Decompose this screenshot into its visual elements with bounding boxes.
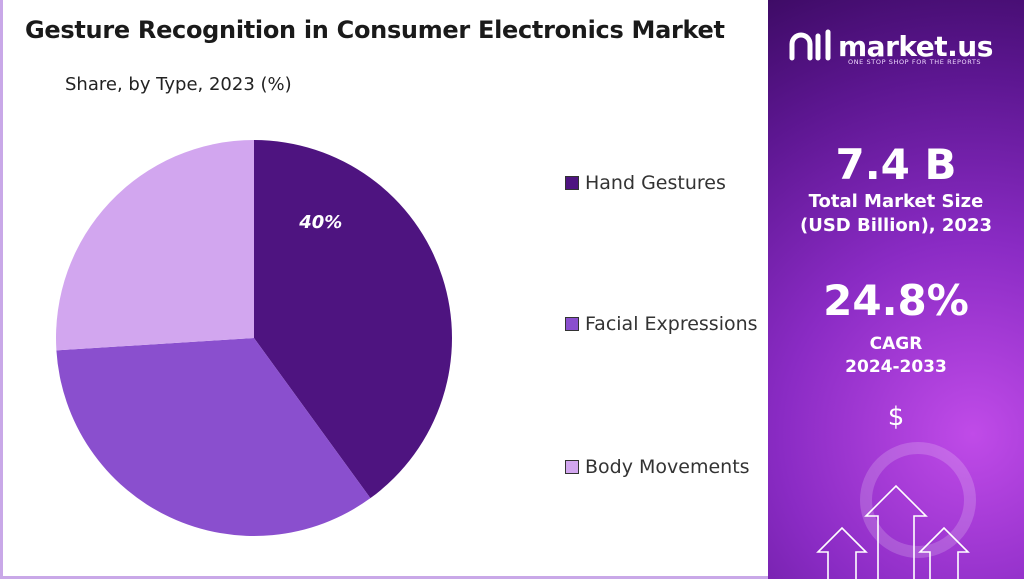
stats-sidebar: market.us ONE STOP SHOP FOR THE REPORTS …	[768, 0, 1024, 579]
legend-item-body-movements: Body Movements	[565, 456, 750, 478]
pie-chart: 40%	[55, 140, 452, 536]
legend-swatch	[565, 176, 579, 190]
market-size-label-line1: Total Market Size	[808, 191, 984, 212]
pie-slice-body-movements	[55, 140, 254, 351]
legend-item-facial-expressions: Facial Expressions	[565, 313, 758, 335]
brand-logo: market.us	[788, 28, 993, 64]
legend-label: Hand Gestures	[585, 172, 726, 194]
up-arrow-icon	[864, 484, 928, 579]
market-us-logo-icon	[789, 29, 831, 61]
background-decoration	[816, 442, 976, 579]
chart-panel: Gesture Recognition in Consumer Electron…	[0, 0, 768, 579]
up-arrow-icon	[918, 526, 970, 579]
brand-tagline: ONE STOP SHOP FOR THE REPORTS	[848, 58, 982, 66]
chart-subtitle: Share, by Type, 2023 (%)	[65, 74, 292, 95]
chart-title: Gesture Recognition in Consumer Electron…	[25, 16, 725, 44]
pie-data-label: 40%	[298, 212, 342, 233]
legend-item-hand-gestures: Hand Gestures	[565, 172, 726, 194]
legend-swatch	[565, 317, 579, 331]
cagr-label: CAGR	[869, 334, 923, 354]
pie-slice-hand-gestures	[254, 140, 452, 499]
pie-slice-facial-expressions	[56, 338, 371, 536]
brand-name: market.us	[838, 29, 993, 63]
cagr-value: 24.8%	[823, 276, 969, 325]
dollar-icon: $	[887, 402, 905, 432]
cagr-period: 2024-2033	[845, 357, 947, 377]
market-size-label-line2: (USD Billion), 2023	[799, 215, 993, 236]
market-size-value: 7.4 B	[835, 140, 957, 189]
legend-label: Facial Expressions	[585, 313, 758, 335]
legend-label: Body Movements	[585, 456, 750, 478]
legend-swatch	[565, 460, 579, 474]
up-arrow-icon	[816, 526, 868, 579]
